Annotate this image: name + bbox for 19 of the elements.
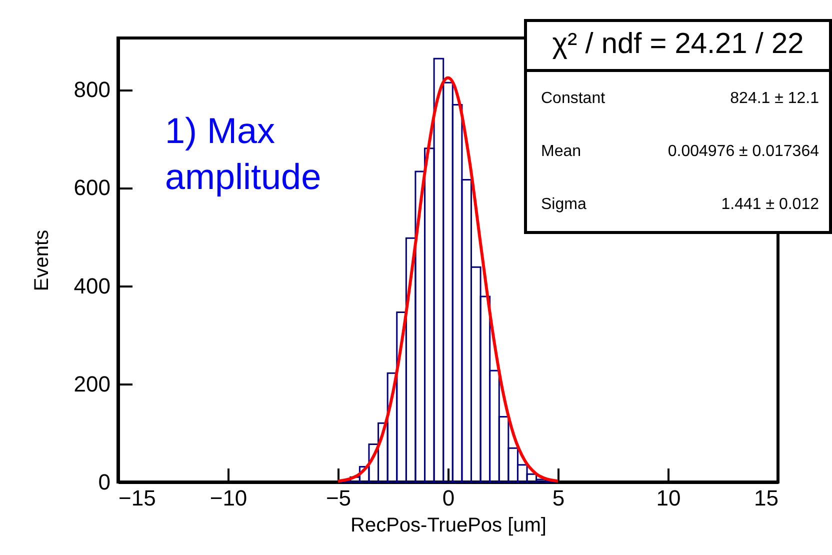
text: Sigma 1.441 ± 0.012: [541, 196, 819, 212]
y-axis-title: Events: [30, 230, 53, 292]
x-tick-label: 15: [754, 486, 778, 510]
y-tick-label: 400: [74, 273, 110, 298]
x-axis-title: RecPos-TruePos [um]: [350, 514, 546, 536]
x-tick-label: 0: [442, 486, 455, 510]
y-tick-label: 0: [98, 470, 110, 494]
text: Constant 824.1 ± 12.1: [541, 90, 819, 106]
x-tick-label: −15: [118, 486, 156, 510]
y-tick-label: 600: [74, 175, 110, 200]
annotation: χ² / ndf = 24.21 / 22: [527, 22, 829, 72]
y-tick-label: 200: [74, 371, 110, 396]
x-tick-label: −5: [326, 486, 352, 510]
text: Mean 0.004976 ± 0.017364: [541, 142, 819, 160]
annotation: 1) Max amplitude: [165, 109, 322, 199]
x-tick-label: 5: [552, 486, 565, 510]
y-tick-label: 800: [74, 77, 110, 102]
x-tick-label: 10: [656, 486, 681, 510]
x-tick-label: −10: [210, 486, 248, 510]
